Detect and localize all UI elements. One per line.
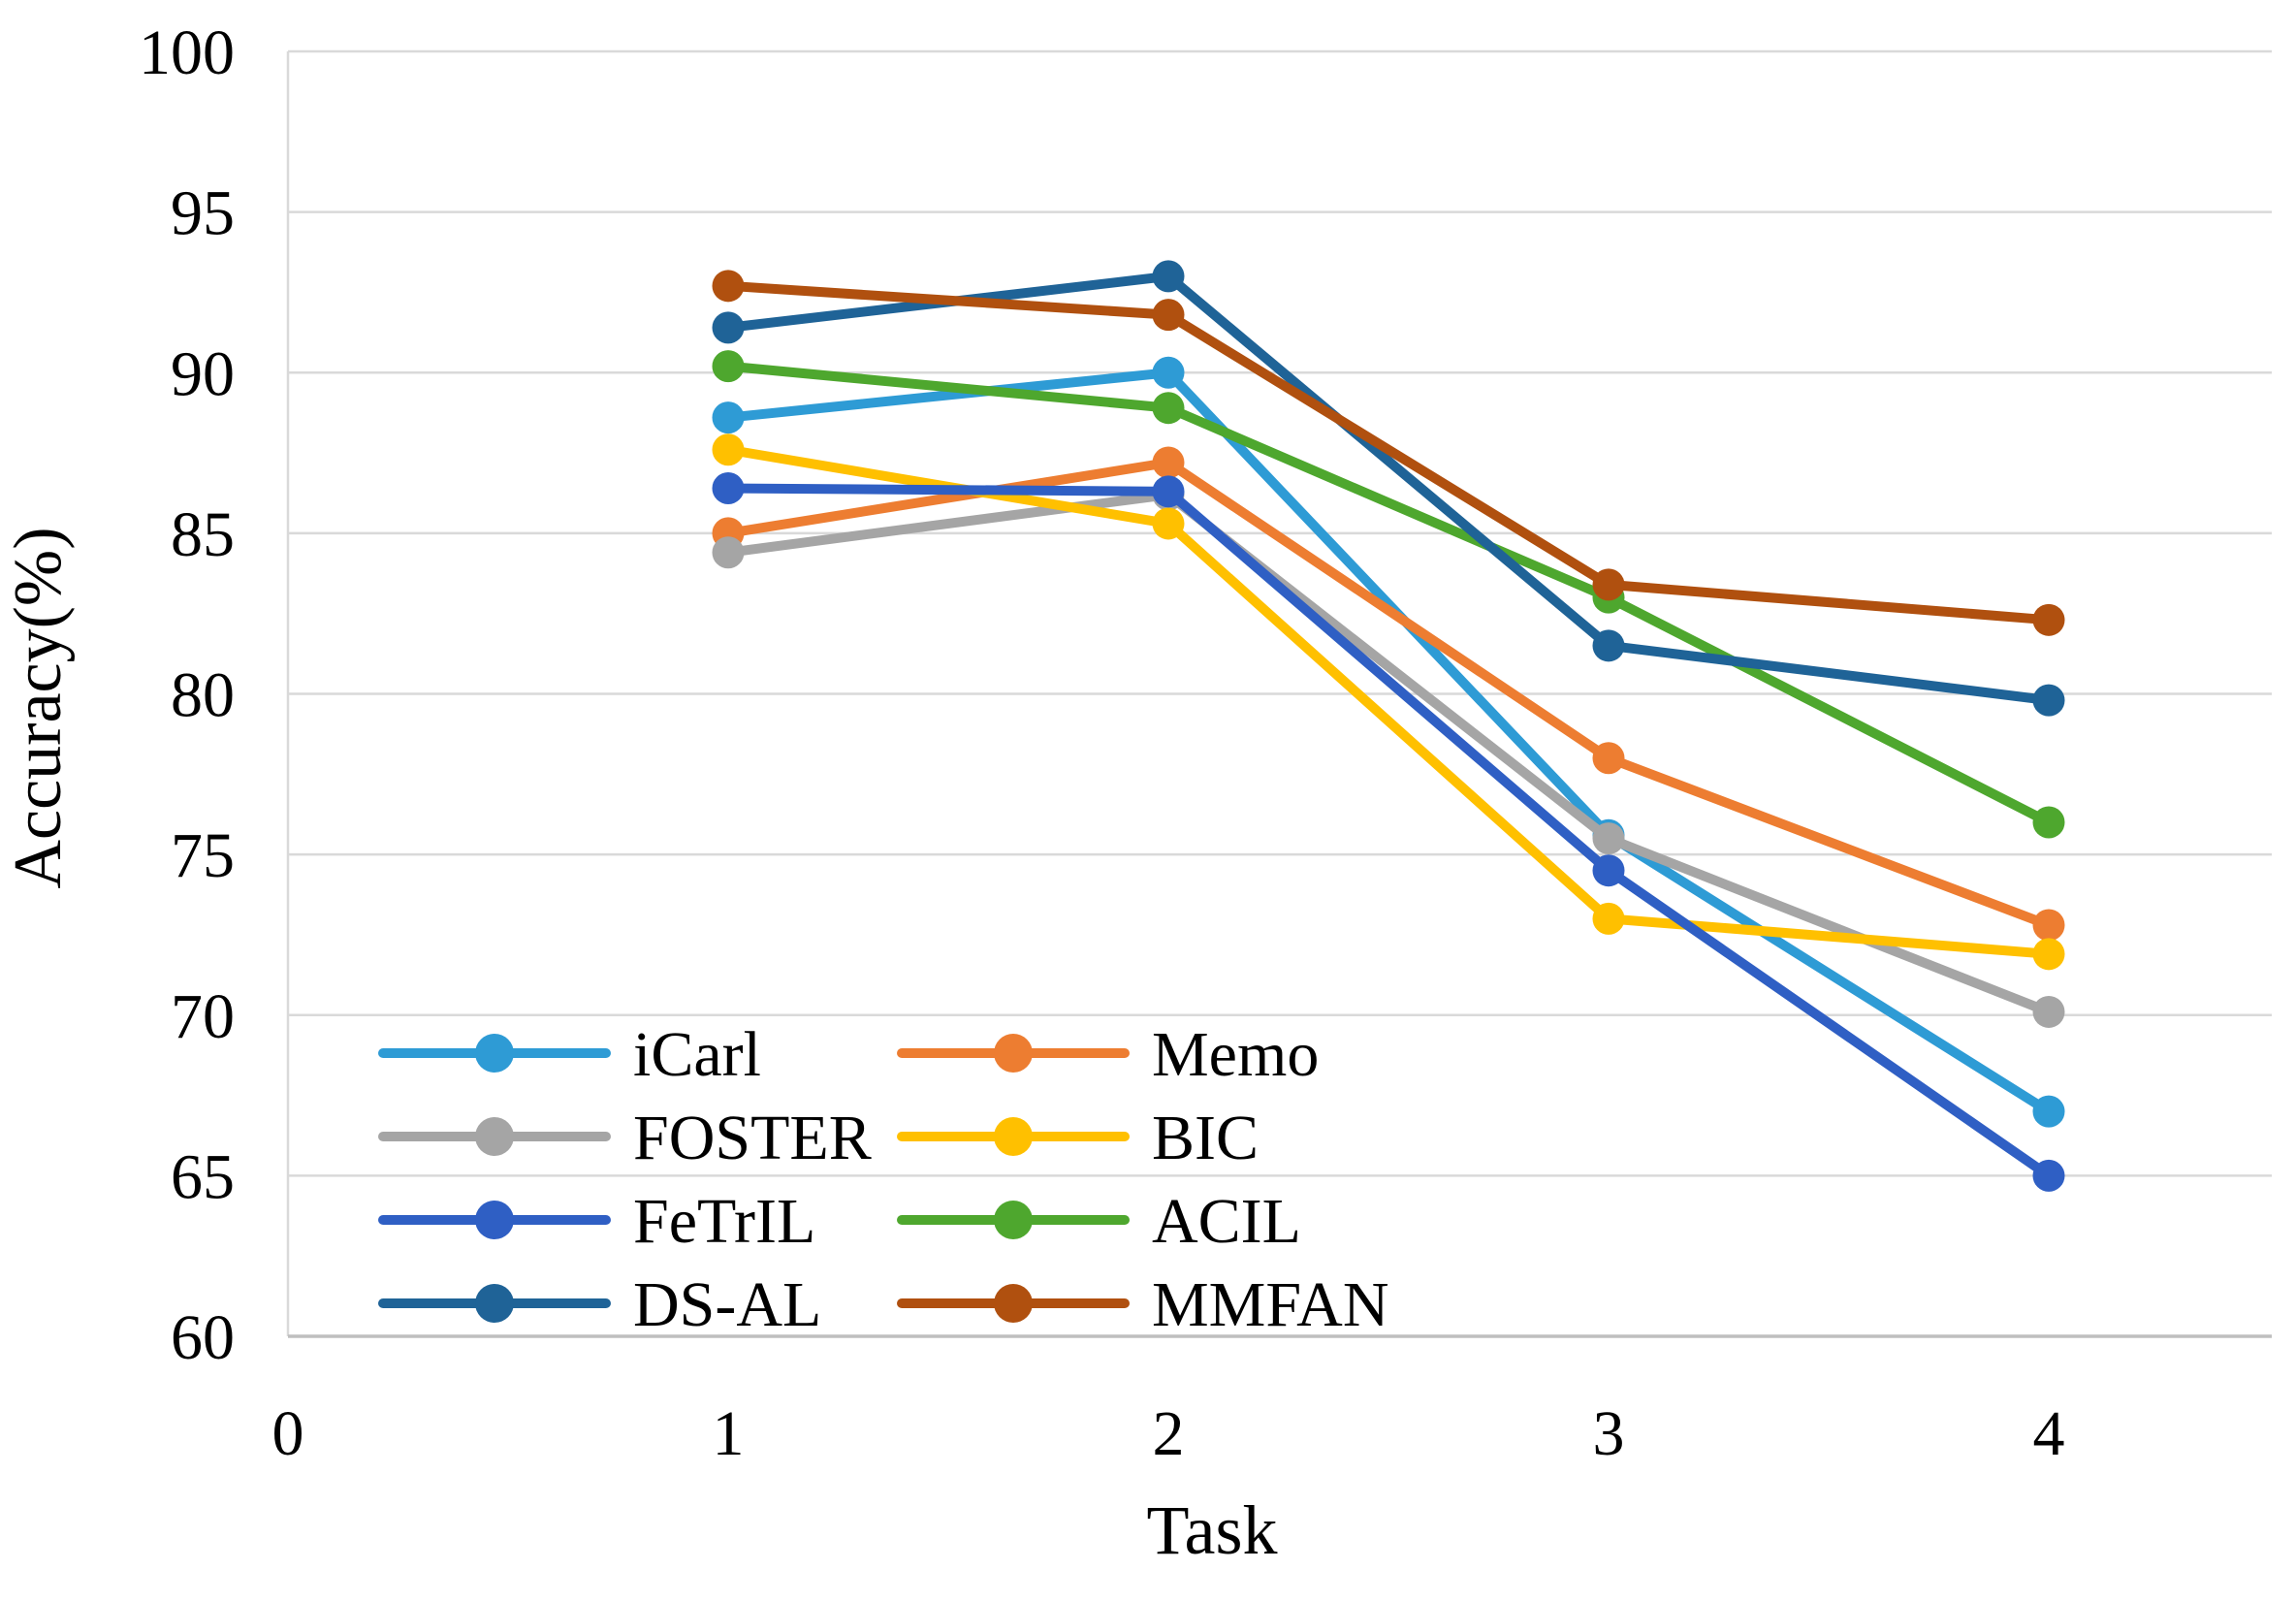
y-tick-label-100: 100 xyxy=(139,17,235,88)
data-point-ACIL-task1 xyxy=(712,350,745,383)
legend-item-iCarl: iCarl xyxy=(378,1019,761,1090)
data-point-FeTrIL-task4 xyxy=(2032,1159,2065,1192)
legend-label-ACIL: ACIL xyxy=(1152,1186,1301,1257)
legend-marker-MMFAN xyxy=(994,1284,1033,1323)
data-point-MMFAN-task1 xyxy=(712,270,745,303)
series-line-Memo xyxy=(723,458,2054,930)
series-FOSTER xyxy=(712,478,2065,1028)
x-tick-label-3: 3 xyxy=(1593,1398,1625,1469)
data-point-BIC-task4 xyxy=(2032,938,2065,971)
data-point-ACIL-task4 xyxy=(2032,806,2065,839)
legend-marker-iCarl xyxy=(475,1034,514,1073)
data-point-FOSTER-task3 xyxy=(1592,822,1625,855)
y-tick-label-60: 60 xyxy=(171,1302,235,1373)
data-point-DS-AL-task1 xyxy=(712,311,745,344)
series-MMFAN xyxy=(712,270,2065,636)
legend-marker-DS-AL xyxy=(475,1284,514,1323)
series-iCarl xyxy=(712,356,2065,1128)
data-series xyxy=(712,260,2065,1192)
series-line-iCarl xyxy=(723,368,2054,1117)
series-line-ACIL xyxy=(723,361,2054,827)
data-point-DS-AL-task2 xyxy=(1152,260,1185,293)
data-point-FOSTER-task1 xyxy=(712,536,745,569)
x-tick-label-1: 1 xyxy=(713,1398,745,1469)
data-point-iCarl-task1 xyxy=(712,401,745,434)
series-FeTrIL xyxy=(712,472,2065,1192)
data-point-DS-AL-task4 xyxy=(2032,684,2065,717)
y-tick-label-95: 95 xyxy=(171,178,235,249)
data-point-Memo-task4 xyxy=(2032,909,2065,942)
legend-item-Memo: Memo xyxy=(897,1019,1319,1090)
legend-label-FOSTER: FOSTER xyxy=(633,1103,872,1173)
data-point-Memo-task3 xyxy=(1592,742,1625,775)
x-tick-label-0: 0 xyxy=(272,1398,304,1469)
data-point-iCarl-task4 xyxy=(2032,1095,2065,1128)
axes xyxy=(286,51,2272,1338)
series-BIC xyxy=(712,433,2065,971)
data-point-FeTrIL-task3 xyxy=(1592,854,1625,887)
data-point-DS-AL-task3 xyxy=(1592,629,1625,662)
legend-item-BIC: BIC xyxy=(897,1103,1259,1173)
data-point-iCarl-task2 xyxy=(1152,356,1185,389)
legend-label-FeTrIL: FeTrIL xyxy=(633,1186,815,1257)
data-point-BIC-task2 xyxy=(1152,507,1185,540)
series-line-FOSTER xyxy=(723,490,2054,1017)
x-tick-label-4: 4 xyxy=(2033,1398,2065,1469)
legend-label-Memo: Memo xyxy=(1152,1019,1319,1090)
y-tick-label-85: 85 xyxy=(171,499,235,570)
legend: iCarl FOSTER FeTrIL DS-AL Memo BIC ACIL MMFAN xyxy=(378,1019,1389,1340)
y-axis-title: Accuracy(%) xyxy=(1,527,76,888)
legend-label-BIC: BIC xyxy=(1152,1103,1259,1173)
data-point-BIC-task3 xyxy=(1592,902,1625,935)
y-tick-label-70: 70 xyxy=(171,981,235,1052)
series-ACIL xyxy=(712,350,2065,839)
legend-item-MMFAN: MMFAN xyxy=(897,1269,1389,1340)
x-axis-title: Task xyxy=(1147,1491,1278,1569)
legend-marker-Memo xyxy=(994,1034,1033,1073)
axis-labels: 60 65 70 75 80 85 90 95 100 0 1 2 3 4 Task Accuracy(%) xyxy=(1,17,2065,1569)
data-point-BIC-task1 xyxy=(712,433,745,466)
data-point-MMFAN-task4 xyxy=(2032,603,2065,636)
data-point-FeTrIL-task1 xyxy=(712,472,745,504)
legend-item-FOSTER: FOSTER xyxy=(378,1103,872,1173)
legend-label-MMFAN: MMFAN xyxy=(1152,1269,1389,1340)
data-point-ACIL-task2 xyxy=(1152,392,1185,425)
data-point-MMFAN-task2 xyxy=(1152,299,1185,332)
y-tick-label-65: 65 xyxy=(171,1141,235,1212)
legend-item-ACIL: ACIL xyxy=(897,1186,1301,1257)
data-point-MMFAN-task3 xyxy=(1592,568,1625,601)
x-tick-label-2: 2 xyxy=(1153,1398,1185,1469)
data-point-Memo-task2 xyxy=(1152,446,1185,479)
legend-marker-ACIL xyxy=(994,1201,1033,1239)
legend-item-FeTrIL: FeTrIL xyxy=(378,1186,815,1257)
y-tick-label-90: 90 xyxy=(171,338,235,409)
y-tick-label-75: 75 xyxy=(171,820,235,891)
y-tick-label-80: 80 xyxy=(171,660,235,731)
legend-marker-FeTrIL xyxy=(475,1201,514,1239)
series-line-FeTrIL xyxy=(723,483,2054,1181)
legend-item-DS-AL: DS-AL xyxy=(378,1269,821,1340)
legend-marker-BIC xyxy=(994,1117,1033,1156)
legend-marker-FOSTER xyxy=(475,1117,514,1156)
series-line-MMFAN xyxy=(723,280,2054,625)
legend-label-iCarl: iCarl xyxy=(633,1019,761,1090)
data-point-FOSTER-task4 xyxy=(2032,995,2065,1028)
legend-label-DS-AL: DS-AL xyxy=(633,1269,821,1340)
data-point-FeTrIL-task2 xyxy=(1152,475,1185,508)
